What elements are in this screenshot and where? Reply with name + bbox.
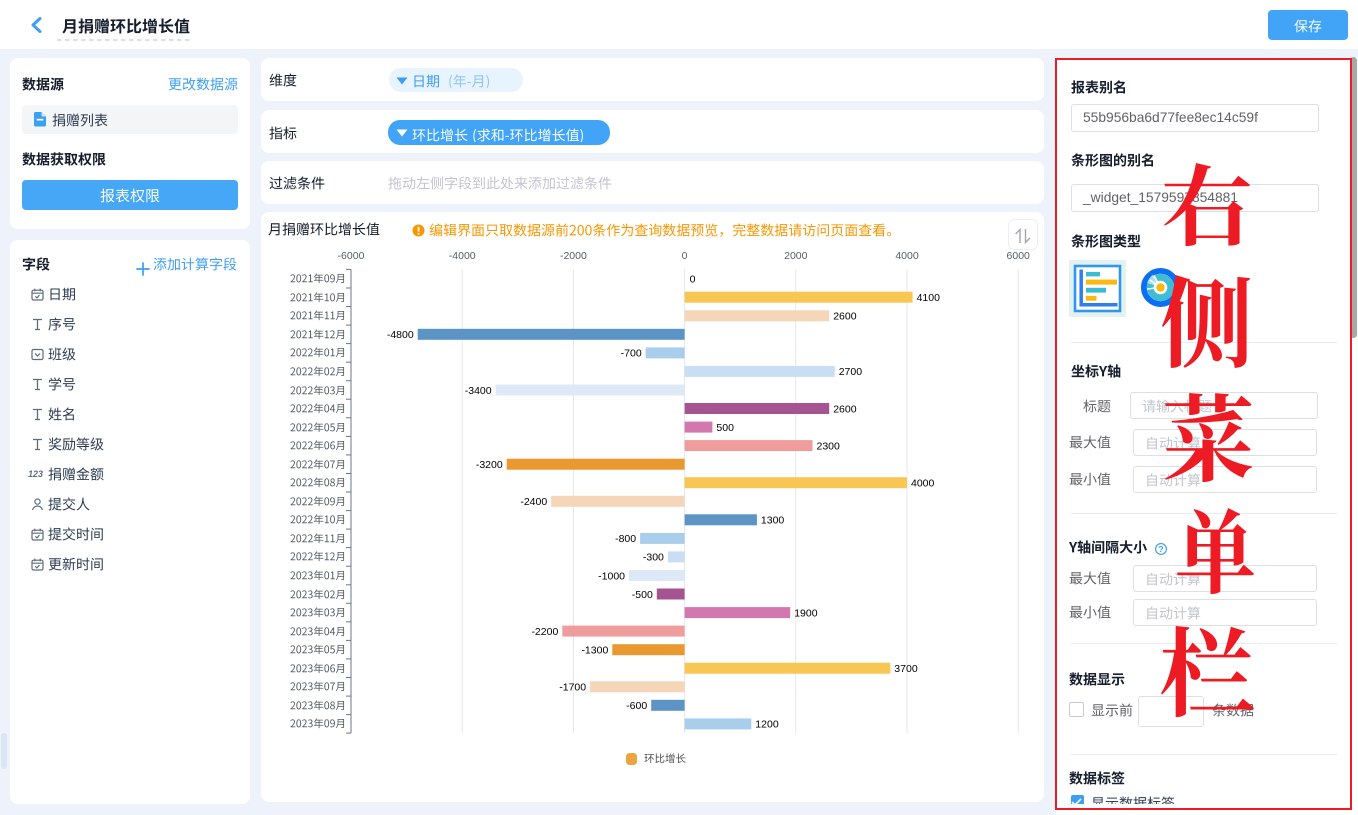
svg-text:-1300: -1300 — [581, 645, 608, 657]
svg-text:2600: 2600 — [833, 311, 857, 323]
svg-text:2000: 2000 — [784, 250, 808, 262]
svg-text:-500: -500 — [632, 589, 653, 601]
svg-text:-600: -600 — [626, 700, 647, 712]
svg-text:2600: 2600 — [833, 403, 857, 415]
svg-text:1300: 1300 — [761, 515, 785, 527]
svg-text:3700: 3700 — [894, 663, 918, 675]
svg-text:-3400: -3400 — [465, 385, 492, 397]
svg-text:-6000: -6000 — [338, 250, 365, 262]
svg-text:-4000: -4000 — [449, 250, 476, 262]
svg-text:-1700: -1700 — [559, 682, 586, 694]
svg-text:0: 0 — [690, 274, 696, 286]
svg-text:4000: 4000 — [911, 478, 935, 490]
svg-text:-2400: -2400 — [520, 496, 547, 508]
svg-text:4100: 4100 — [917, 292, 941, 304]
svg-text:-2000: -2000 — [560, 250, 587, 262]
svg-text:500: 500 — [716, 422, 734, 434]
svg-text:-3200: -3200 — [476, 459, 503, 471]
svg-text:0: 0 — [682, 250, 688, 262]
svg-text:-300: -300 — [643, 552, 664, 564]
svg-text:2700: 2700 — [839, 366, 863, 378]
svg-text:-800: -800 — [615, 533, 636, 545]
svg-text:6000: 6000 — [1007, 250, 1031, 262]
svg-text:-1000: -1000 — [598, 570, 625, 582]
svg-text:1200: 1200 — [755, 719, 779, 731]
svg-text:?: ? — [1158, 544, 1163, 554]
svg-text:-700: -700 — [621, 348, 642, 360]
svg-text:-2200: -2200 — [531, 626, 558, 638]
svg-text:1900: 1900 — [794, 607, 818, 619]
svg-text:-4800: -4800 — [387, 329, 414, 341]
svg-text:2300: 2300 — [817, 440, 841, 452]
svg-text:4000: 4000 — [895, 250, 919, 262]
